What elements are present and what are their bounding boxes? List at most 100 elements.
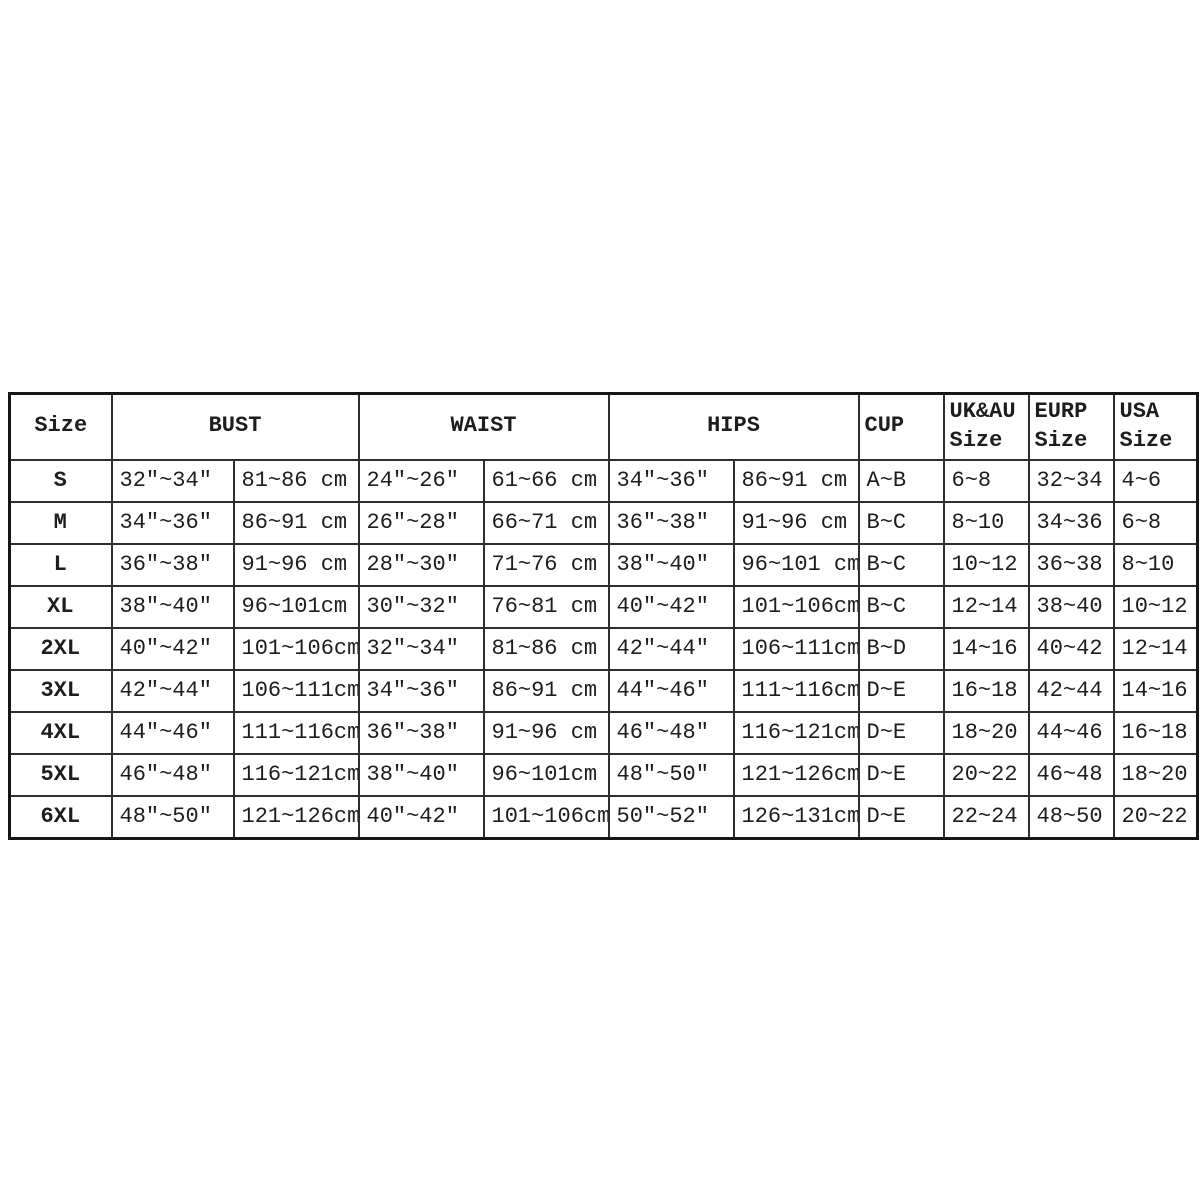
size-cell: L	[8, 542, 113, 587]
waist-inches-cell: 28″~30″	[357, 542, 485, 587]
eurp-size-cell: 34~36	[1027, 500, 1115, 545]
bust-cm-cell: 101~106cm	[232, 626, 360, 671]
usa-size-cell: 18~20	[1112, 752, 1199, 797]
hips-inches-cell: 44″~46″	[607, 668, 735, 713]
ukau-size-cell: 10~12	[942, 542, 1030, 587]
cup-cell: D~E	[857, 752, 945, 797]
size-cell: S	[8, 458, 113, 503]
bust-cm-cell: 86~91 cm	[232, 500, 360, 545]
hips-inches-cell: 48″~50″	[607, 752, 735, 797]
usa-size-cell: 8~10	[1112, 542, 1199, 587]
column-header-eurp-size: EURP Size	[1027, 392, 1115, 461]
waist-inches-cell: 34″~36″	[357, 668, 485, 713]
bust-inches-cell: 42″~44″	[110, 668, 235, 713]
bust-cm-cell: 81~86 cm	[232, 458, 360, 503]
bust-inches-cell: 46″~48″	[110, 752, 235, 797]
hips-cm-cell: 96~101 cm	[732, 542, 860, 587]
eurp-size-cell: 36~38	[1027, 542, 1115, 587]
hips-cm-cell: 111~116cm	[732, 668, 860, 713]
table-row: S 32″~34″ 81~86 cm 24″~26″ 61~66 cm 34″~…	[8, 458, 1199, 503]
ukau-size-cell: 18~20	[942, 710, 1030, 755]
bust-cm-cell: 96~101cm	[232, 584, 360, 629]
ukau-size-cell: 14~16	[942, 626, 1030, 671]
table-row: L 36″~38″ 91~96 cm 28″~30″ 71~76 cm 38″~…	[8, 542, 1199, 587]
cup-cell: D~E	[857, 668, 945, 713]
usa-size-cell: 12~14	[1112, 626, 1199, 671]
cup-cell: D~E	[857, 710, 945, 755]
waist-inches-cell: 32″~34″	[357, 626, 485, 671]
bust-cm-cell: 121~126cm	[232, 794, 360, 839]
waist-inches-cell: 36″~38″	[357, 710, 485, 755]
eurp-size-cell: 44~46	[1027, 710, 1115, 755]
cup-cell: B~C	[857, 500, 945, 545]
waist-inches-cell: 40″~42″	[357, 794, 485, 839]
hips-inches-cell: 40″~42″	[607, 584, 735, 629]
usa-size-cell: 6~8	[1112, 500, 1199, 545]
size-cell: 5XL	[8, 752, 113, 797]
hips-inches-cell: 36″~38″	[607, 500, 735, 545]
column-header-ukau-size: UK&AU Size	[942, 392, 1030, 461]
bust-inches-cell: 44″~46″	[110, 710, 235, 755]
hips-cm-cell: 106~111cm	[732, 626, 860, 671]
hips-cm-cell: 116~121cm	[732, 710, 860, 755]
column-header-hips: HIPS	[607, 392, 860, 461]
waist-inches-cell: 30″~32″	[357, 584, 485, 629]
hips-cm-cell: 126~131cm	[732, 794, 860, 839]
ukau-size-cell: 20~22	[942, 752, 1030, 797]
usa-size-cell: 10~12	[1112, 584, 1199, 629]
hips-cm-cell: 86~91 cm	[732, 458, 860, 503]
cup-cell: B~C	[857, 584, 945, 629]
eurp-size-cell: 32~34	[1027, 458, 1115, 503]
hips-cm-cell: 101~106cm	[732, 584, 860, 629]
bust-cm-cell: 111~116cm	[232, 710, 360, 755]
usa-size-cell: 16~18	[1112, 710, 1199, 755]
column-header-waist: WAIST	[357, 392, 610, 461]
bust-inches-cell: 48″~50″	[110, 794, 235, 839]
bust-inches-cell: 32″~34″	[110, 458, 235, 503]
bust-cm-cell: 106~111cm	[232, 668, 360, 713]
hips-inches-cell: 42″~44″	[607, 626, 735, 671]
table-row: M 34″~36″ 86~91 cm 26″~28″ 66~71 cm 36″~…	[8, 500, 1199, 545]
table-row: 3XL 42″~44″ 106~111cm 34″~36″ 86~91 cm 4…	[8, 668, 1199, 713]
hips-cm-cell: 91~96 cm	[732, 500, 860, 545]
size-chart-table: Size BUST WAIST HIPS CUP UK&AU Size EURP…	[8, 392, 1200, 840]
header-row: Size BUST WAIST HIPS CUP UK&AU Size EURP…	[8, 392, 1199, 461]
table-row: 2XL 40″~42″ 101~106cm 32″~34″ 81~86 cm 4…	[8, 626, 1199, 671]
size-cell: 6XL	[8, 794, 113, 839]
waist-cm-cell: 101~106cm	[482, 794, 610, 839]
bust-inches-cell: 40″~42″	[110, 626, 235, 671]
column-header-cup: CUP	[857, 392, 945, 461]
ukau-size-cell: 16~18	[942, 668, 1030, 713]
ukau-size-cell: 8~10	[942, 500, 1030, 545]
waist-inches-cell: 24″~26″	[357, 458, 485, 503]
waist-cm-cell: 61~66 cm	[482, 458, 610, 503]
waist-cm-cell: 71~76 cm	[482, 542, 610, 587]
ukau-size-cell: 22~24	[942, 794, 1030, 839]
column-header-size: Size	[8, 392, 113, 461]
table-row: 6XL 48″~50″ 121~126cm 40″~42″ 101~106cm …	[8, 794, 1199, 839]
size-cell: 2XL	[8, 626, 113, 671]
bust-inches-cell: 34″~36″	[110, 500, 235, 545]
table-row: XL 38″~40″ 96~101cm 30″~32″ 76~81 cm 40″…	[8, 584, 1199, 629]
waist-cm-cell: 91~96 cm	[482, 710, 610, 755]
bust-cm-cell: 116~121cm	[232, 752, 360, 797]
size-cell: XL	[8, 584, 113, 629]
waist-inches-cell: 26″~28″	[357, 500, 485, 545]
eurp-size-cell: 38~40	[1027, 584, 1115, 629]
size-table-body: S 32″~34″ 81~86 cm 24″~26″ 61~66 cm 34″~…	[8, 458, 1199, 839]
size-cell: M	[8, 500, 113, 545]
usa-size-cell: 14~16	[1112, 668, 1199, 713]
table-row: 4XL 44″~46″ 111~116cm 36″~38″ 91~96 cm 4…	[8, 710, 1199, 755]
eurp-size-cell: 40~42	[1027, 626, 1115, 671]
size-cell: 3XL	[8, 668, 113, 713]
usa-size-cell: 20~22	[1112, 794, 1199, 839]
size-cell: 4XL	[8, 710, 113, 755]
cup-cell: D~E	[857, 794, 945, 839]
column-header-bust: BUST	[110, 392, 360, 461]
hips-inches-cell: 46″~48″	[607, 710, 735, 755]
waist-cm-cell: 96~101cm	[482, 752, 610, 797]
hips-cm-cell: 121~126cm	[732, 752, 860, 797]
hips-inches-cell: 50″~52″	[607, 794, 735, 839]
size-table-header: Size BUST WAIST HIPS CUP UK&AU Size EURP…	[8, 392, 1199, 461]
waist-inches-cell: 38″~40″	[357, 752, 485, 797]
